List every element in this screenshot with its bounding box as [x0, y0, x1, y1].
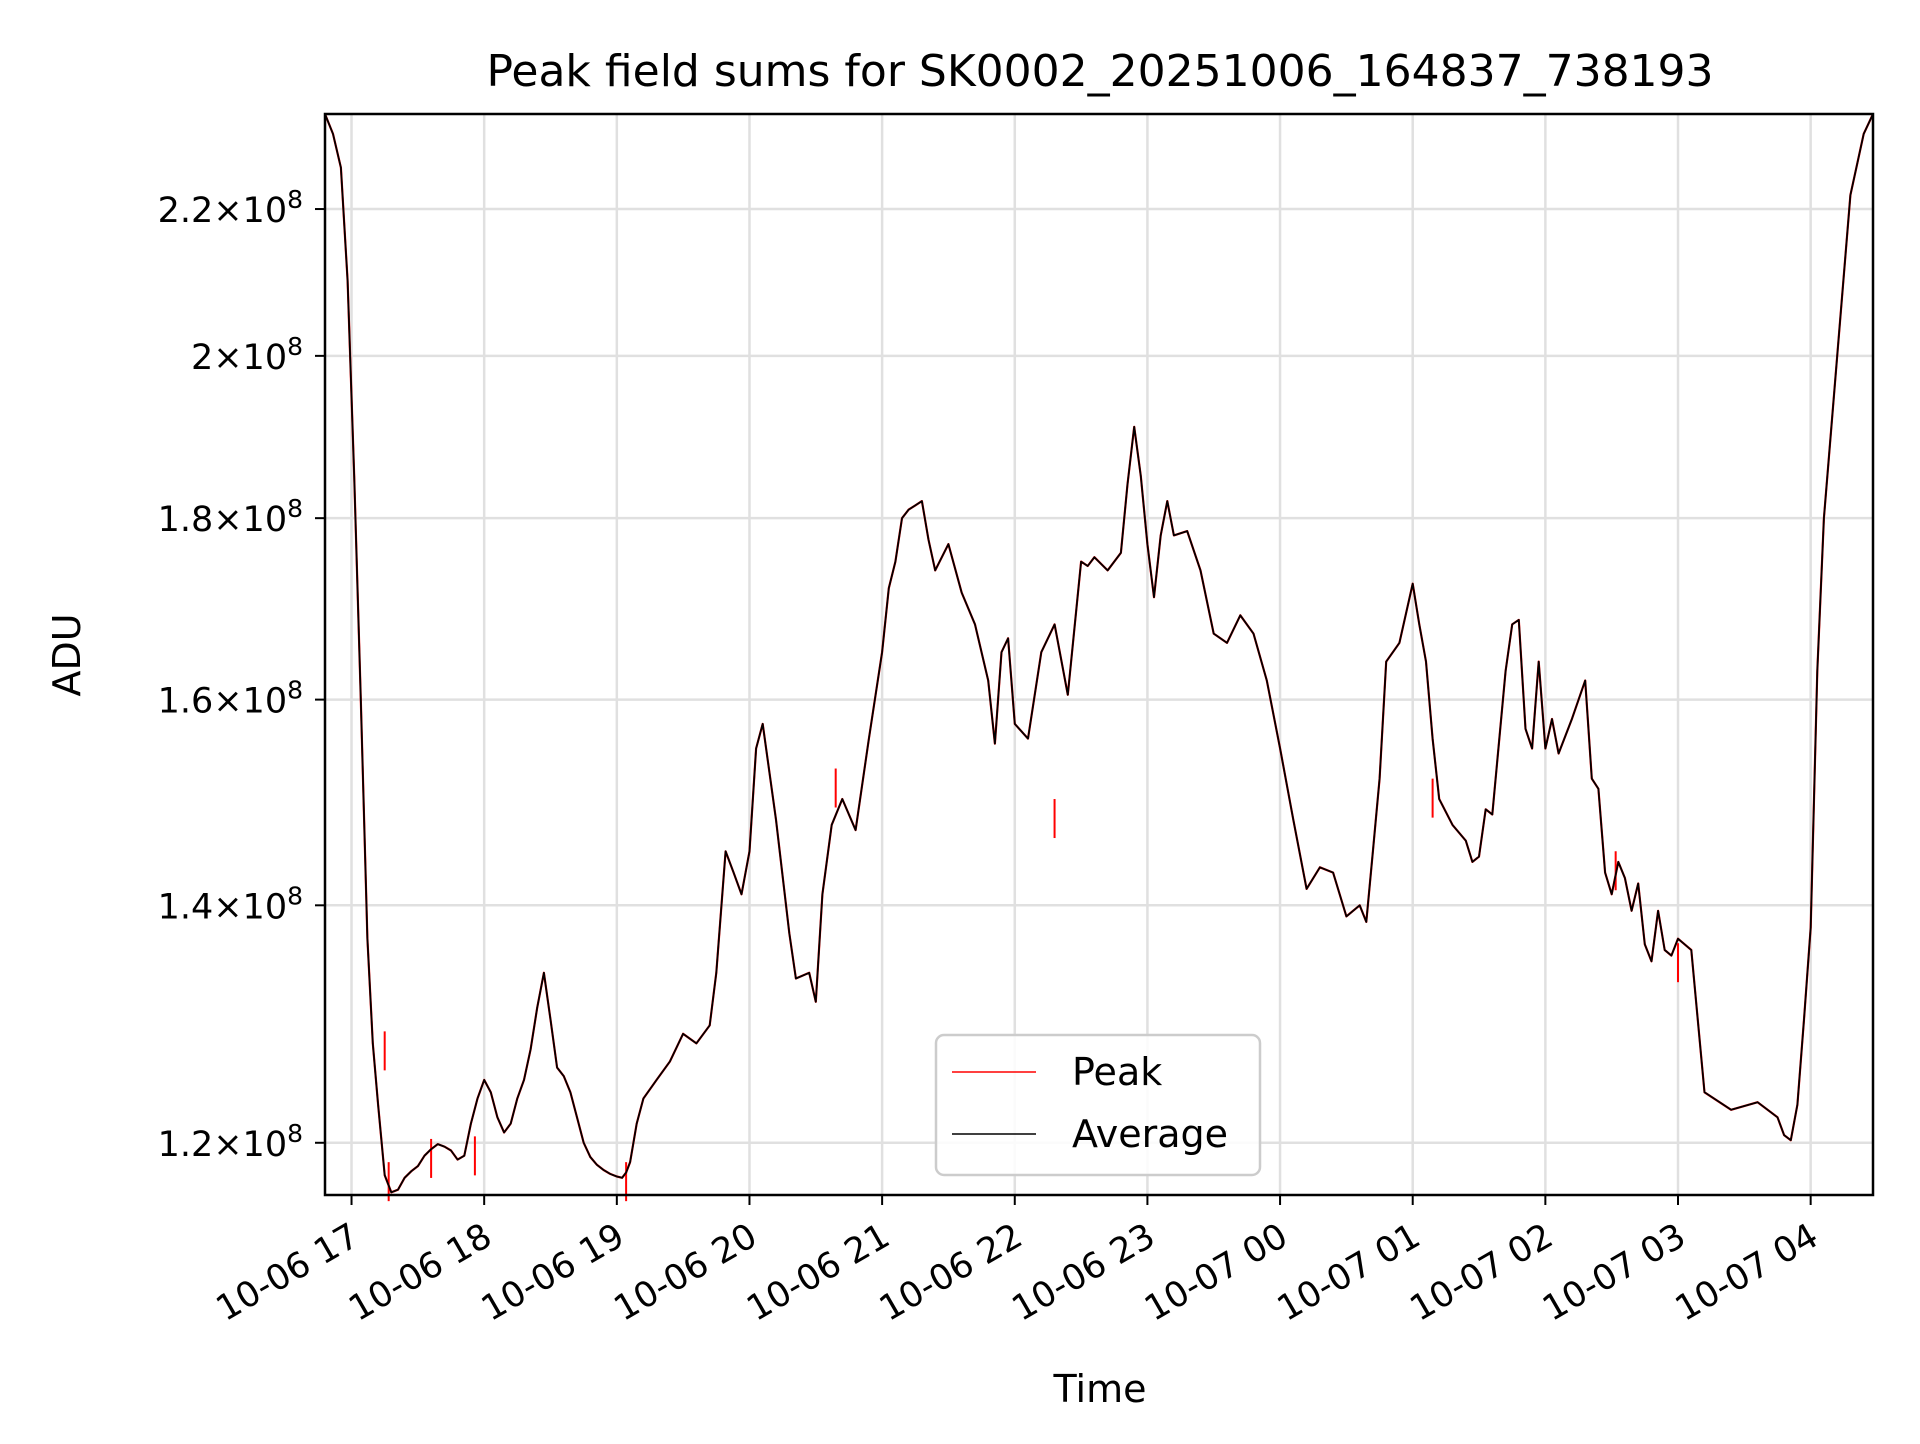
y-tick-label: 1.2×108	[158, 1119, 303, 1165]
series-average-line	[324, 113, 1874, 1194]
y-axis-label: ADU	[45, 613, 89, 696]
y-tick-label: 1.8×108	[158, 494, 303, 540]
y-tick-label: 2×108	[191, 332, 303, 378]
y-axis: 1.2×108 1.4×108 1.6×108 1.8×108 2×108 2.2×108	[158, 185, 325, 1165]
legend-label-peak: Peak	[1072, 1050, 1162, 1094]
y-tick-label: 1.4×108	[158, 881, 303, 927]
series-layer	[323, 113, 1874, 1202]
chart-title: Peak field sums for SK0002_20251006_1648…	[486, 46, 1713, 97]
plot-frame	[323, 112, 1875, 1197]
legend-label-average: Average	[1072, 1112, 1228, 1156]
legend: Peak Average	[934, 1033, 1262, 1177]
legend-box	[934, 1033, 1262, 1177]
y-tick-label: 1.6×108	[158, 676, 303, 722]
y-tick-label: 2.2×108	[158, 185, 303, 231]
x-axis-label: Time	[1053, 1367, 1147, 1411]
